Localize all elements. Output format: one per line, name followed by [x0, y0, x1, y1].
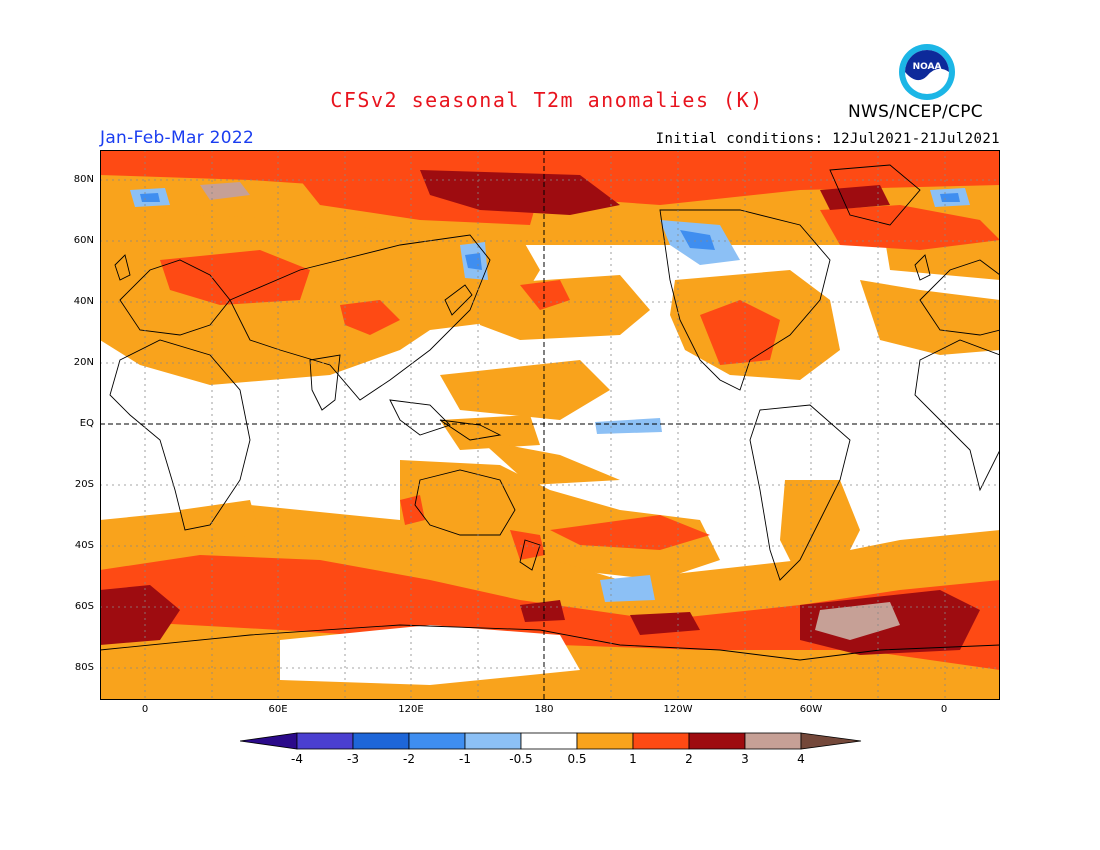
coastlines — [100, 164, 1000, 661]
colorbar-label: 2 — [685, 752, 693, 766]
colorbar-label: -3 — [347, 752, 359, 766]
colorbar-segment — [520, 732, 578, 750]
lon-label: 180 — [534, 704, 554, 715]
lat-label: 40N — [73, 296, 94, 307]
colorbar-segment — [464, 732, 522, 750]
lat-label: 40S — [74, 540, 94, 551]
colorbar-label: -4 — [291, 752, 303, 766]
colorbar-label: -1 — [459, 752, 471, 766]
colorbar-label: -0.5 — [509, 752, 533, 766]
map-frame — [100, 150, 1000, 700]
colorbar-segment — [576, 732, 634, 750]
colorbar-segment — [800, 732, 862, 750]
lon-label: 60E — [268, 704, 288, 715]
anomaly-map — [100, 150, 1000, 700]
lon-label: 60W — [799, 704, 823, 715]
lat-label: 20N — [73, 357, 94, 368]
initial-conditions-label: Initial conditions: 12Jul2021-21Jul2021 — [655, 131, 1000, 147]
colorbar-segment — [296, 732, 354, 750]
lon-label: 120E — [398, 704, 424, 715]
colorbar-label: 3 — [741, 752, 749, 766]
colorbar-segment — [632, 732, 690, 750]
lat-label: 80N — [73, 174, 94, 185]
colorbar-segment — [240, 732, 298, 750]
noaa-logo: NOAA — [897, 42, 957, 106]
period-label: Jan-Feb-Mar 2022 — [100, 128, 255, 148]
colorbar-segment — [352, 732, 410, 750]
colorbar-segment — [744, 732, 802, 750]
negative-anomalies — [130, 188, 970, 602]
colorbar — [240, 732, 862, 750]
colorbar-label: 4 — [797, 752, 805, 766]
lat-label: 80S — [74, 662, 94, 673]
colorbar-label: -2 — [403, 752, 415, 766]
anomaly-band-3-4 — [200, 182, 900, 640]
organization-label: NWS/NCEP/CPC — [848, 102, 983, 122]
colorbar-label: 0.5 — [567, 752, 587, 766]
lon-label: 0 — [940, 704, 948, 715]
lat-label: 20S — [74, 479, 94, 490]
lat-lon-grid — [100, 150, 1000, 700]
logo-text: NOAA — [913, 62, 942, 72]
anomaly-band-2-3 — [100, 170, 980, 655]
colorbar-label: 1 — [629, 752, 637, 766]
reference-lines — [100, 150, 1000, 700]
anomaly-band-0.5-1 — [100, 150, 1000, 700]
colorbar-segment — [688, 732, 746, 750]
lat-label: 60N — [73, 235, 94, 246]
antarctic-neutral-area — [280, 625, 580, 685]
chart-title: CFSv2 seasonal T2m anomalies (K) — [330, 88, 764, 112]
colorbar-segment — [408, 732, 466, 750]
lat-label: 60S — [74, 601, 94, 612]
lon-label: 120W — [663, 704, 693, 715]
lon-label: 0 — [141, 704, 149, 715]
lat-label: EQ — [79, 418, 94, 429]
